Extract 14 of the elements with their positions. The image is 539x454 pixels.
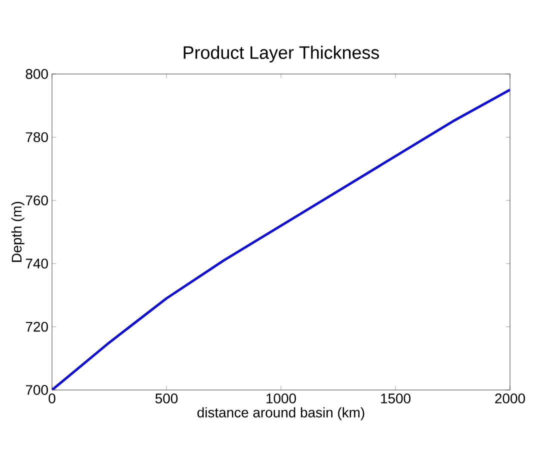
y-tick-label: 780 <box>26 132 48 142</box>
x-tick-label: 1500 <box>381 394 410 404</box>
x-tick-label: 1000 <box>266 394 296 404</box>
x-tick-label: 500 <box>155 394 178 404</box>
y-tick-label: 720 <box>26 322 48 332</box>
x-axis-title: distance around basin (km) <box>197 407 364 420</box>
chart-title: Product Layer Thickness <box>184 46 380 62</box>
y-axis-title: Depth (m) <box>11 202 24 262</box>
y-tick-label: 800 <box>26 69 48 79</box>
x-tick-label: 2000 <box>495 394 525 404</box>
y-tick-label: 760 <box>26 195 48 206</box>
y-tick-label: 740 <box>26 258 48 269</box>
x-tick-label: 0 <box>48 394 56 404</box>
y-tick-label: 700 <box>26 385 48 395</box>
